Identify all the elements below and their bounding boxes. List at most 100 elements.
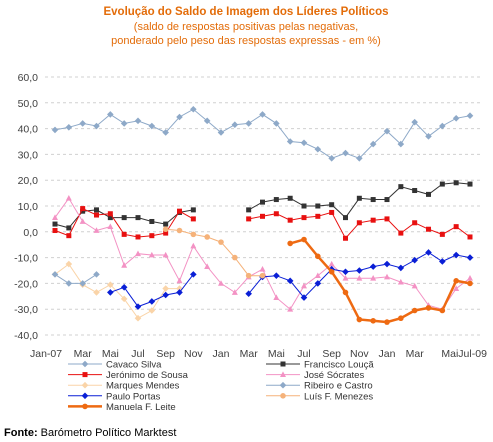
data-point-jose-socrates <box>176 277 183 284</box>
data-point-manuela-f-leite <box>315 253 321 260</box>
data-point-jose-socrates <box>273 294 280 300</box>
data-point-francisco-louca <box>273 197 279 203</box>
data-point-paulo-portas <box>286 277 294 285</box>
data-point-paulo-portas <box>356 267 363 274</box>
data-point-marques-mendes <box>134 314 142 322</box>
series-line-jeronimo-de-sousa <box>248 211 471 240</box>
chart-subtitle-line-2: ponderado pelo peso das respostas expres… <box>111 35 381 47</box>
data-point-marques-mendes <box>162 285 169 292</box>
data-point-luis-f-menezes <box>190 231 197 238</box>
legend-swatch-marker <box>81 381 89 389</box>
data-point-cavaco-silva <box>425 133 432 140</box>
data-point-jeronimo-de-sousa <box>315 213 321 219</box>
legend-item: Luís F. Menezes <box>266 391 373 402</box>
data-point-manuela-f-leite <box>467 280 473 287</box>
data-point-cavaco-silva <box>328 154 335 162</box>
series-marques-mendes <box>51 260 183 322</box>
data-point-paulo-portas <box>314 280 322 287</box>
data-point-jeronimo-de-sousa <box>301 215 307 221</box>
data-point-paulo-portas <box>466 254 474 261</box>
data-point-cavaco-silva <box>300 139 308 147</box>
series-jeronimo-de-sousa <box>52 206 473 241</box>
data-point-jose-socrates <box>314 272 321 279</box>
data-point-ribeiro-e-castro <box>93 271 100 278</box>
data-point-jeronimo-de-sousa <box>370 217 376 223</box>
y-tick-label: -30,0 <box>14 304 38 316</box>
data-point-cavaco-silva <box>162 129 169 136</box>
data-point-jeronimo-de-sousa <box>66 233 72 239</box>
data-point-manuela-f-leite <box>287 240 293 247</box>
data-point-jose-socrates <box>259 266 266 272</box>
series-layer <box>51 105 474 325</box>
data-point-manuela-f-leite <box>356 316 363 323</box>
data-point-cavaco-silva <box>190 105 197 113</box>
data-point-francisco-louca <box>301 203 307 209</box>
data-point-marques-mendes <box>148 307 156 314</box>
data-point-cavaco-silva <box>176 113 183 121</box>
data-point-jeronimo-de-sousa <box>398 230 404 236</box>
data-point-jose-socrates <box>287 306 294 312</box>
legend-swatch-marker <box>81 392 89 400</box>
y-tick-label: 30,0 <box>18 149 39 161</box>
series-line-luis-f-menezes <box>165 228 263 277</box>
data-point-jose-socrates <box>356 275 363 281</box>
data-point-marques-mendes <box>93 289 100 296</box>
x-tick-label: Sep <box>156 348 175 360</box>
data-point-paulo-portas <box>439 258 446 265</box>
series-cavaco-silva <box>51 105 474 162</box>
data-point-luis-f-menezes <box>232 254 238 261</box>
data-point-jose-socrates <box>231 289 238 295</box>
data-point-marques-mendes <box>107 281 114 288</box>
data-point-luis-f-menezes <box>218 239 224 245</box>
data-point-francisco-louca <box>80 208 86 214</box>
data-point-luis-f-menezes <box>162 226 169 233</box>
legend-label: Cavaco Silva <box>106 360 162 371</box>
legend-swatch-marker <box>280 371 286 377</box>
y-axis: 60,0 50,0 40,0 30,0 20,0 10,0 0,0 -10,0 -20,0 -30… <box>14 72 38 342</box>
data-point-jose-socrates <box>135 250 141 257</box>
data-point-francisco-louca <box>370 197 376 203</box>
legend-item: Jerónimo de Sousa <box>68 370 189 381</box>
legend-item: Marques Mendes <box>68 381 180 392</box>
data-point-cavaco-silva <box>273 120 280 127</box>
data-point-francisco-louca <box>315 203 321 209</box>
legend-label: José Sócrates <box>304 370 364 381</box>
data-point-jeronimo-de-sousa <box>135 234 141 240</box>
legend-label: Luís F. Menezes <box>304 391 373 402</box>
data-point-jose-socrates <box>384 273 390 280</box>
y-tick-label: -10,0 <box>14 253 38 265</box>
x-tick-label: Mar <box>406 348 425 360</box>
data-point-paulo-portas <box>176 289 183 296</box>
data-point-manuela-f-leite <box>411 307 418 314</box>
x-axis: Jan-07 Mar Mai Jul Sep Nov Jan Mar Mai Jul Sep Nov J… <box>30 348 487 360</box>
legend-swatch-marker <box>280 361 286 367</box>
data-point-francisco-louca <box>287 195 293 201</box>
data-point-francisco-louca <box>453 180 459 186</box>
data-point-paulo-portas <box>452 251 460 259</box>
data-point-jeronimo-de-sousa <box>80 206 86 212</box>
data-point-paulo-portas <box>397 264 405 272</box>
data-point-jeronimo-de-sousa <box>94 212 99 218</box>
data-point-jeronimo-de-sousa <box>453 224 459 230</box>
legend-swatch-marker <box>82 403 88 410</box>
data-point-jeronimo-de-sousa <box>287 217 293 223</box>
data-point-jose-socrates <box>79 218 86 224</box>
data-point-francisco-louca <box>343 215 348 221</box>
data-point-francisco-louca <box>66 225 72 231</box>
legend: Cavaco Silva Francisco Louçã Jerónimo de S… <box>68 360 374 413</box>
data-point-paulo-portas <box>369 263 377 270</box>
data-point-ribeiro-e-castro <box>79 280 86 287</box>
data-point-jeronimo-de-sousa <box>426 226 431 232</box>
data-point-francisco-louca <box>329 202 335 208</box>
data-point-jeronimo-de-sousa <box>343 235 348 241</box>
data-point-manuela-f-leite <box>301 236 307 243</box>
y-tick-label: -20,0 <box>14 278 38 290</box>
x-tick-label: Mar <box>74 348 93 360</box>
data-point-manuela-f-leite <box>453 278 459 284</box>
data-point-jeronimo-de-sousa <box>121 231 127 237</box>
legend-label: Paulo Portas <box>106 391 161 402</box>
data-point-francisco-louca <box>260 199 265 205</box>
legend-item: Manuela F. Leite <box>68 402 176 413</box>
data-point-cavaco-silva <box>342 149 349 157</box>
legend-item: Francisco Louçã <box>266 360 374 371</box>
